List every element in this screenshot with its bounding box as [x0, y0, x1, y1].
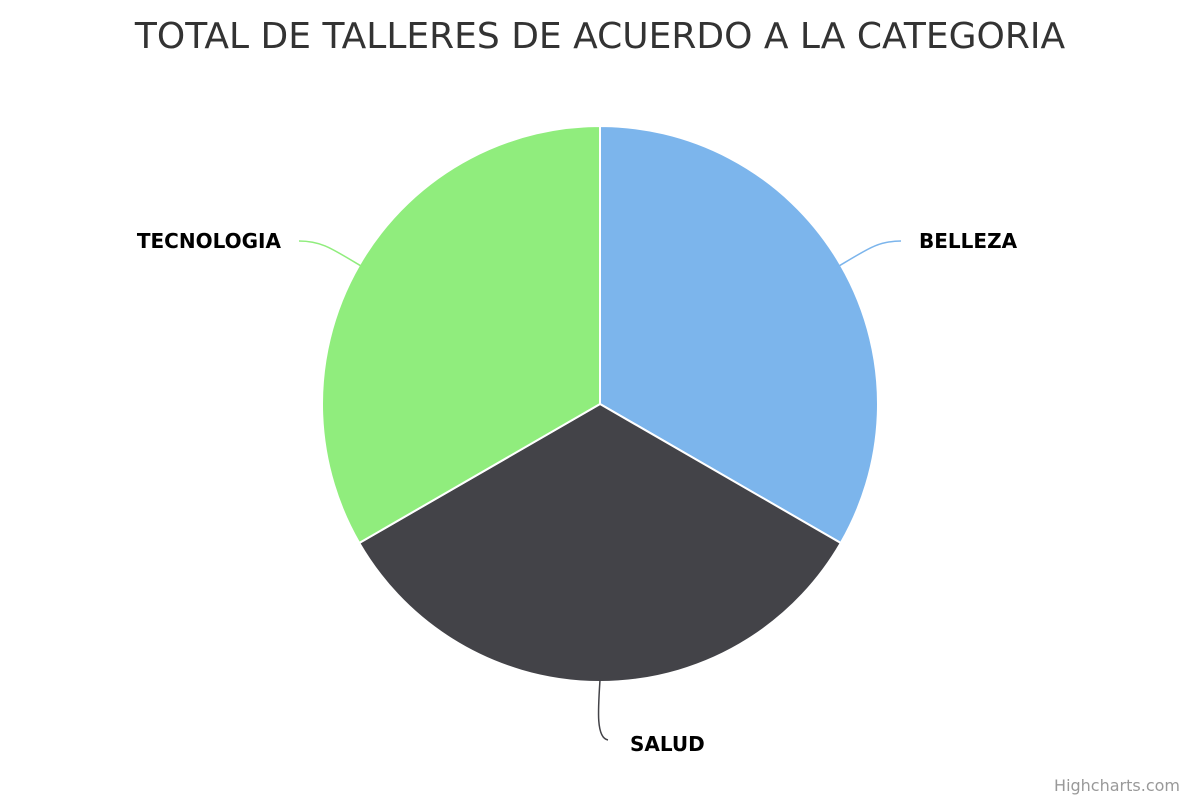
chart-title: TOTAL DE TALLERES DE ACUERDO A LA CATEGO…: [134, 16, 1066, 57]
connector-salud: [597, 679, 609, 741]
pie-labels: BELLEZA SALUD TECNOLOGIA: [137, 229, 1018, 756]
connector-tecnologia: [298, 240, 362, 267]
credits-link[interactable]: Highcharts.com: [1054, 776, 1180, 795]
connector-belleza: [838, 240, 902, 267]
data-label-tecnologia: TECNOLOGIA: [137, 229, 282, 253]
data-label-salud: SALUD: [630, 732, 705, 756]
data-label-belleza: BELLEZA: [919, 229, 1018, 253]
pie-slices: [321, 125, 879, 683]
